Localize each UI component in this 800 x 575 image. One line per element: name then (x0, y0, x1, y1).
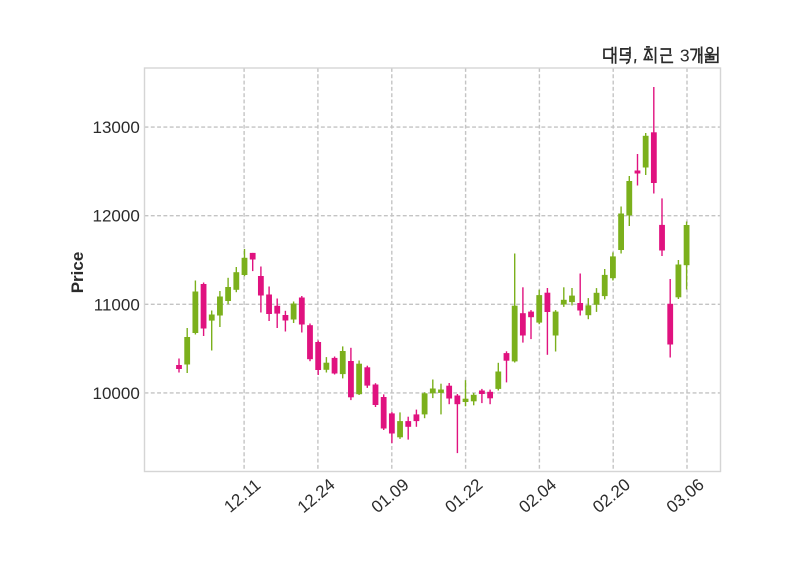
svg-text:10000: 10000 (93, 384, 140, 403)
svg-text:Price: Price (68, 252, 87, 294)
svg-text:13000: 13000 (93, 118, 140, 137)
svg-text:12000: 12000 (93, 207, 140, 226)
svg-text:11000: 11000 (94, 295, 140, 314)
svg-text:3: 3 (680, 46, 690, 66)
